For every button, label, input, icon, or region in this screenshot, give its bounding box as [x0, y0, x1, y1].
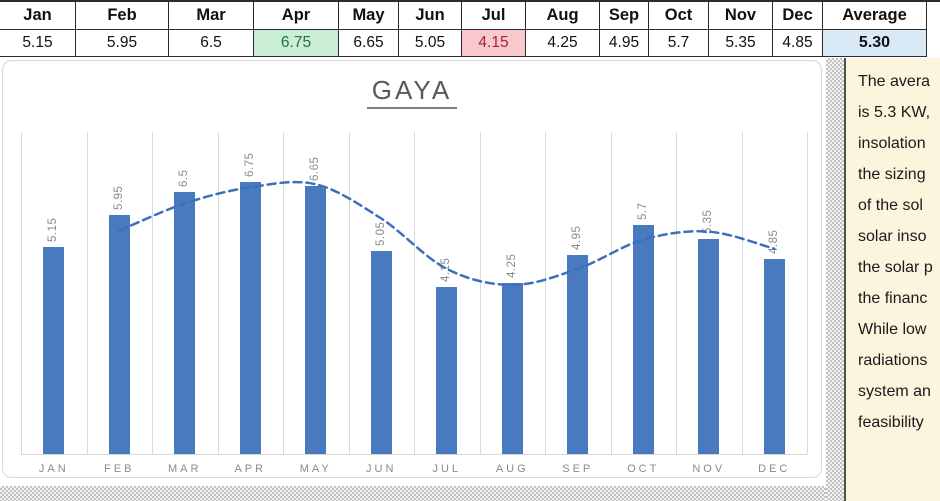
plot-area: 5.15 5.95 6.5 6.75 6.65 5.05 4.15 4.25 4.95 5.7 5.…	[21, 132, 808, 454]
gridline	[152, 132, 153, 454]
header-cell-feb[interactable]: Feb	[75, 2, 169, 30]
chart-title: GAYA	[366, 75, 458, 109]
header-cell-apr[interactable]: Apr	[253, 2, 339, 30]
table-header-row: Jan Feb Mar Apr May Jun Jul Aug Sep Oct Nov Dec Aver…	[0, 2, 940, 30]
gridline	[21, 132, 22, 454]
notes-panel: The avera is 5.3 KW, insolation the sizing o…	[844, 58, 940, 501]
category-label-jun: JUN	[366, 463, 397, 475]
value-cell-feb[interactable]: 5.95	[75, 29, 169, 57]
value-cell-sep[interactable]: 4.95	[599, 29, 649, 57]
bar-oct[interactable]	[632, 224, 654, 454]
category-label-dec: DEC	[758, 463, 791, 475]
bar-feb[interactable]	[108, 214, 130, 454]
header-cell-dec[interactable]: Dec	[772, 2, 823, 30]
header-cell-jul[interactable]: Jul	[461, 2, 526, 30]
value-cell-apr[interactable]: 6.75	[253, 29, 339, 57]
header-cell-oct[interactable]: Oct	[648, 2, 709, 30]
value-cell-jul[interactable]: 4.15	[461, 29, 526, 57]
note-line: solar inso	[858, 228, 927, 245]
bar-jan[interactable]	[43, 246, 65, 454]
header-cell-nov[interactable]: Nov	[708, 2, 773, 30]
header-cell-average[interactable]: Average	[822, 2, 927, 30]
category-label-oct: OCT	[627, 463, 660, 475]
category-label-feb: FEB	[104, 463, 135, 475]
value-cell-aug[interactable]: 4.25	[525, 29, 600, 57]
gridline	[86, 132, 88, 454]
hatch-border-horizontal	[0, 486, 826, 501]
gridline	[414, 132, 415, 454]
header-cell-jan[interactable]: Jan	[0, 2, 76, 30]
category-label-sep: SEP	[562, 463, 594, 475]
bar-jun[interactable]	[370, 250, 392, 454]
value-cell-mar[interactable]: 6.5	[168, 29, 254, 57]
value-cell-may[interactable]: 6.65	[338, 29, 399, 57]
bar-may[interactable]	[305, 186, 327, 454]
category-label-jul: JUL	[432, 463, 462, 475]
moving-average-trendline	[118, 180, 776, 287]
note-line: insolation	[858, 135, 926, 152]
gridline	[610, 132, 612, 454]
bar-mar[interactable]	[174, 192, 196, 454]
table-value-row: 5.15 5.95 6.5 6.75 6.65 5.05 4.15 4.25 4.95 5.7 5.…	[0, 29, 940, 57]
bar-nov[interactable]	[698, 238, 720, 454]
value-cell-dec[interactable]: 4.85	[772, 29, 823, 57]
header-cell-aug[interactable]: Aug	[525, 2, 600, 30]
note-line: is 5.3 KW,	[858, 104, 931, 121]
category-label-nov: NOV	[692, 463, 726, 475]
chart-title-wrap: GAYA	[3, 75, 821, 109]
value-cell-average[interactable]: 5.30	[822, 29, 927, 57]
insolation-bar-chart[interactable]: GAYA 5.15 5.95 6.5 6.75 6.65 5.05 4.15 4.25 4.95…	[2, 60, 822, 478]
bar-dec[interactable]	[763, 258, 785, 454]
gridline	[479, 132, 481, 454]
note-line: The avera	[858, 73, 931, 90]
category-axis: JAN FEB MAR APR MAY JUN JUL AUG SEP OCT NOV DEC	[21, 463, 807, 475]
gridline	[807, 132, 808, 454]
note-line: of the sol	[858, 197, 923, 214]
hatch-border-vertical	[826, 58, 844, 501]
bar-aug[interactable]	[501, 282, 523, 454]
x-axis-line	[21, 454, 807, 455]
note-line: feasibility	[858, 414, 924, 431]
gridline	[217, 132, 219, 454]
note-line: radiations	[858, 352, 928, 369]
note-line: system an	[858, 383, 931, 400]
note-line: While low	[858, 321, 927, 338]
value-cell-jun[interactable]: 5.05	[398, 29, 462, 57]
category-label-jan: JAN	[38, 463, 69, 475]
category-label-apr: APR	[234, 463, 267, 475]
header-cell-jun[interactable]: Jun	[398, 2, 462, 30]
category-label-may: MAY	[299, 463, 332, 475]
header-cell-mar[interactable]: Mar	[168, 2, 254, 30]
gridline	[741, 132, 743, 454]
gridline	[676, 132, 677, 454]
gridline	[348, 132, 350, 454]
bar-jul[interactable]	[436, 287, 458, 454]
bar-apr[interactable]	[239, 182, 261, 454]
gridline	[545, 132, 546, 454]
note-line: the solar p	[858, 259, 933, 276]
header-cell-may[interactable]: May	[338, 2, 399, 30]
month-table: Jan Feb Mar Apr May Jun Jul Aug Sep Oct Nov Dec Aver…	[0, 0, 940, 57]
bar-sep[interactable]	[567, 254, 589, 454]
category-label-aug: AUG	[495, 463, 529, 475]
note-line: the financ	[858, 290, 928, 307]
note-line: the sizing	[858, 166, 926, 183]
value-cell-jan[interactable]: 5.15	[0, 29, 76, 57]
header-cell-sep[interactable]: Sep	[599, 2, 649, 30]
value-cell-nov[interactable]: 5.35	[708, 29, 773, 57]
value-cell-oct[interactable]: 5.7	[648, 29, 709, 57]
category-label-mar: MAR	[168, 463, 202, 475]
gridline	[283, 132, 284, 454]
